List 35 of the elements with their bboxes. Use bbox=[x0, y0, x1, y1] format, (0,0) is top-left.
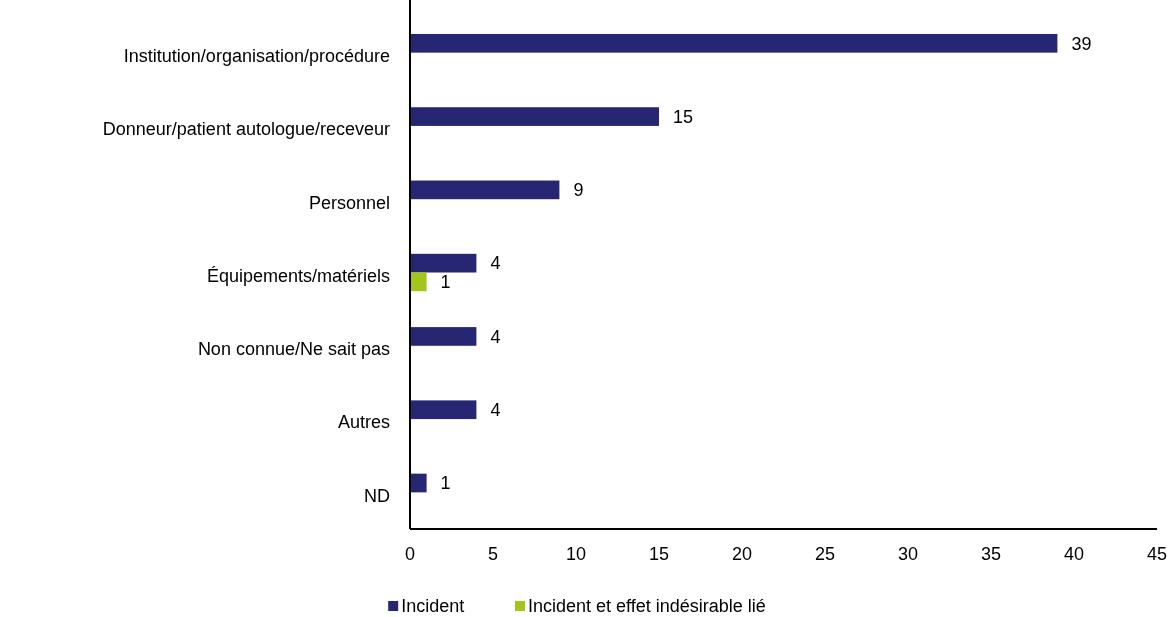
bar bbox=[410, 33, 1058, 53]
y-tick-label: Institution/organisation/procédure bbox=[123, 45, 390, 66]
x-tick-label: 5 bbox=[487, 544, 499, 565]
bar bbox=[410, 253, 477, 273]
x-tick-label: 15 bbox=[648, 544, 670, 565]
y-tick-label: Donneur/patient autologue/receveur bbox=[102, 119, 390, 140]
bar bbox=[410, 327, 477, 346]
legend-label: Incident bbox=[401, 596, 465, 617]
y-tick-label: Non connue/Ne sait pas bbox=[197, 339, 390, 360]
bar bbox=[410, 180, 560, 200]
data-label: 15 bbox=[673, 106, 694, 127]
x-tick-label: 45 bbox=[1146, 544, 1168, 565]
data-label: 1 bbox=[440, 272, 451, 293]
legend-label: Incident et effet indésirable lié bbox=[528, 596, 766, 617]
data-label: 4 bbox=[490, 253, 501, 274]
bar bbox=[410, 107, 659, 126]
x-tick-label: 10 bbox=[565, 544, 587, 565]
y-tick-label: Autres bbox=[337, 412, 390, 433]
x-tick-label: 0 bbox=[404, 544, 416, 565]
x-tick-label: 40 bbox=[1063, 544, 1085, 565]
x-tick-label: 35 bbox=[980, 544, 1002, 565]
bar bbox=[410, 272, 427, 292]
data-label: 4 bbox=[490, 326, 501, 347]
data-label: 39 bbox=[1071, 33, 1092, 54]
x-tick-label: 25 bbox=[814, 544, 836, 565]
x-tick-label: 20 bbox=[731, 544, 753, 565]
y-tick-label: Personnel bbox=[308, 192, 390, 213]
data-label: 4 bbox=[490, 400, 501, 421]
y-tick-label: Équipements/matériels bbox=[206, 265, 390, 286]
bar bbox=[410, 473, 427, 493]
data-label: 1 bbox=[440, 473, 451, 494]
x-tick-label: 30 bbox=[897, 544, 919, 565]
y-tick-label: ND bbox=[364, 485, 390, 506]
data-label: 9 bbox=[573, 180, 584, 201]
bar bbox=[410, 400, 477, 420]
